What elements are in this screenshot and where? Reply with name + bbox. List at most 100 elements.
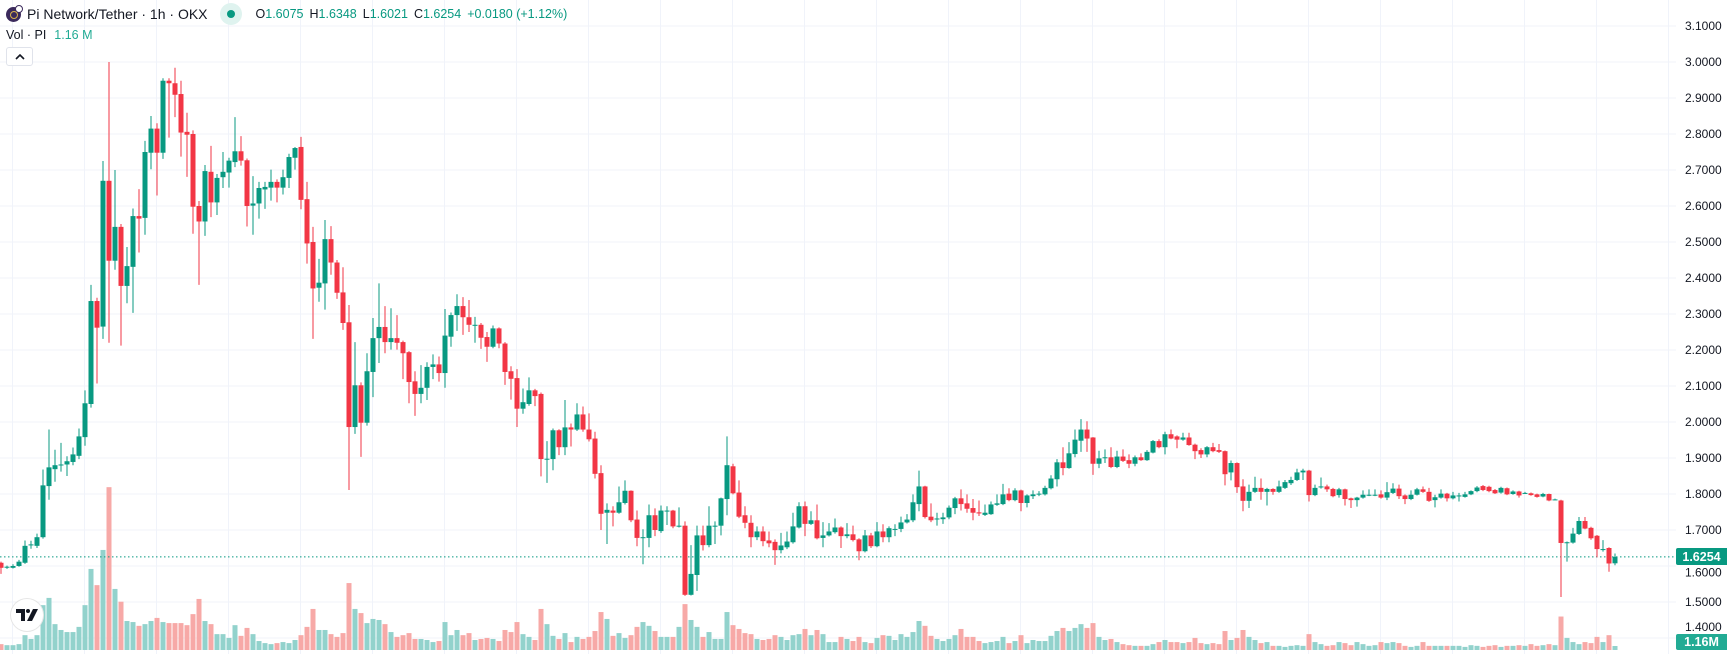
candle-body bbox=[1000, 494, 1006, 505]
volume-indicator-title[interactable]: Vol · PI bbox=[6, 28, 47, 42]
y-tick-label: 1.7000 bbox=[1685, 523, 1722, 537]
candle bbox=[10, 564, 16, 569]
candle-body bbox=[922, 486, 928, 518]
collapse-legend-button[interactable] bbox=[6, 47, 33, 66]
candle bbox=[586, 413, 592, 442]
tradingview-logo[interactable] bbox=[11, 599, 43, 631]
candle-body bbox=[1402, 495, 1408, 500]
volume-bar bbox=[238, 635, 244, 650]
volume-indicator-value: 1.16 M bbox=[54, 28, 93, 42]
candle bbox=[1420, 486, 1426, 493]
candle-body bbox=[172, 83, 178, 95]
candle bbox=[220, 152, 226, 188]
y-tick-label: 1.4000 bbox=[1685, 620, 1722, 634]
volume-bar bbox=[316, 629, 322, 650]
volume-bar bbox=[946, 638, 952, 650]
candle-body bbox=[370, 338, 376, 372]
volume-bar bbox=[262, 643, 268, 650]
candle-body bbox=[1564, 542, 1570, 544]
candle bbox=[1612, 553, 1618, 566]
candle bbox=[574, 403, 580, 431]
candle bbox=[40, 469, 46, 539]
candle-body bbox=[1072, 439, 1078, 455]
volume-bar bbox=[1204, 644, 1210, 650]
volume-bar bbox=[112, 588, 118, 650]
volume-bar bbox=[106, 487, 112, 650]
candle bbox=[1306, 469, 1312, 502]
candle bbox=[418, 365, 424, 404]
volume-bar bbox=[406, 633, 412, 650]
volume-bar bbox=[1084, 627, 1090, 650]
volume-bar bbox=[508, 632, 514, 650]
volume-bar bbox=[1192, 637, 1198, 650]
candle-body bbox=[1336, 489, 1342, 496]
candle bbox=[274, 179, 280, 203]
volume-bar bbox=[100, 549, 106, 650]
volume-bar bbox=[562, 633, 568, 650]
candle bbox=[334, 260, 340, 299]
candle bbox=[1204, 446, 1210, 458]
candle-body bbox=[148, 128, 154, 153]
candle-body bbox=[634, 519, 640, 538]
candle-body bbox=[424, 366, 430, 388]
volume-bar bbox=[322, 629, 328, 650]
candle bbox=[970, 499, 976, 521]
volume-bar bbox=[394, 636, 400, 650]
volume-bar bbox=[4, 645, 10, 650]
candle-body bbox=[1216, 450, 1222, 452]
candle-body bbox=[1222, 451, 1228, 475]
candle bbox=[1300, 468, 1306, 480]
volume-bar bbox=[358, 613, 364, 650]
volume-bar bbox=[226, 637, 232, 650]
candle-body bbox=[1156, 441, 1162, 448]
candle bbox=[1240, 479, 1246, 512]
candle-body bbox=[274, 181, 280, 188]
candle-body bbox=[130, 216, 136, 267]
candle-body bbox=[1306, 470, 1312, 496]
volume-bar bbox=[766, 638, 772, 650]
candle-body bbox=[520, 402, 526, 409]
candle bbox=[490, 325, 496, 349]
symbol-title[interactable]: Pi Network/Tether · 1h · OKX bbox=[27, 6, 208, 22]
candle-body bbox=[754, 531, 760, 538]
candle-body bbox=[1114, 456, 1120, 467]
volume-bar bbox=[1150, 644, 1156, 650]
candle bbox=[1210, 442, 1216, 453]
candle-body bbox=[88, 301, 94, 404]
candle bbox=[394, 315, 400, 350]
candle-body bbox=[118, 226, 124, 286]
price-axis[interactable] bbox=[1676, 0, 1727, 654]
candle-body bbox=[256, 188, 262, 204]
candle-body bbox=[166, 80, 172, 84]
candle-body bbox=[592, 438, 598, 474]
volume-bar bbox=[934, 638, 940, 650]
volume-bar bbox=[1000, 636, 1006, 650]
volume-bar bbox=[1114, 642, 1120, 650]
candle bbox=[952, 496, 958, 515]
volume-bar bbox=[1300, 645, 1306, 650]
candle bbox=[1498, 486, 1504, 494]
candle-body bbox=[1570, 533, 1576, 543]
candle bbox=[808, 511, 814, 525]
candle bbox=[958, 489, 964, 511]
candle bbox=[328, 226, 334, 275]
market-status-icon[interactable] bbox=[219, 3, 242, 25]
candle bbox=[1318, 477, 1324, 489]
candle bbox=[172, 67, 178, 118]
volume-bar bbox=[1348, 645, 1354, 650]
candle-body bbox=[1270, 488, 1276, 492]
volume-bar bbox=[844, 638, 850, 650]
grid bbox=[0, 0, 1676, 654]
candle-body bbox=[1078, 429, 1084, 441]
volume-bar bbox=[448, 635, 454, 650]
candle-body bbox=[1528, 493, 1534, 496]
candle-body bbox=[100, 180, 106, 327]
candle bbox=[1024, 494, 1030, 508]
volume-bar bbox=[364, 623, 370, 650]
volume-bar bbox=[628, 635, 634, 650]
ohlc-high: H1.6348 bbox=[309, 7, 357, 21]
volume-bar bbox=[1360, 644, 1366, 650]
candle bbox=[814, 504, 820, 540]
volume-bar bbox=[154, 617, 160, 650]
